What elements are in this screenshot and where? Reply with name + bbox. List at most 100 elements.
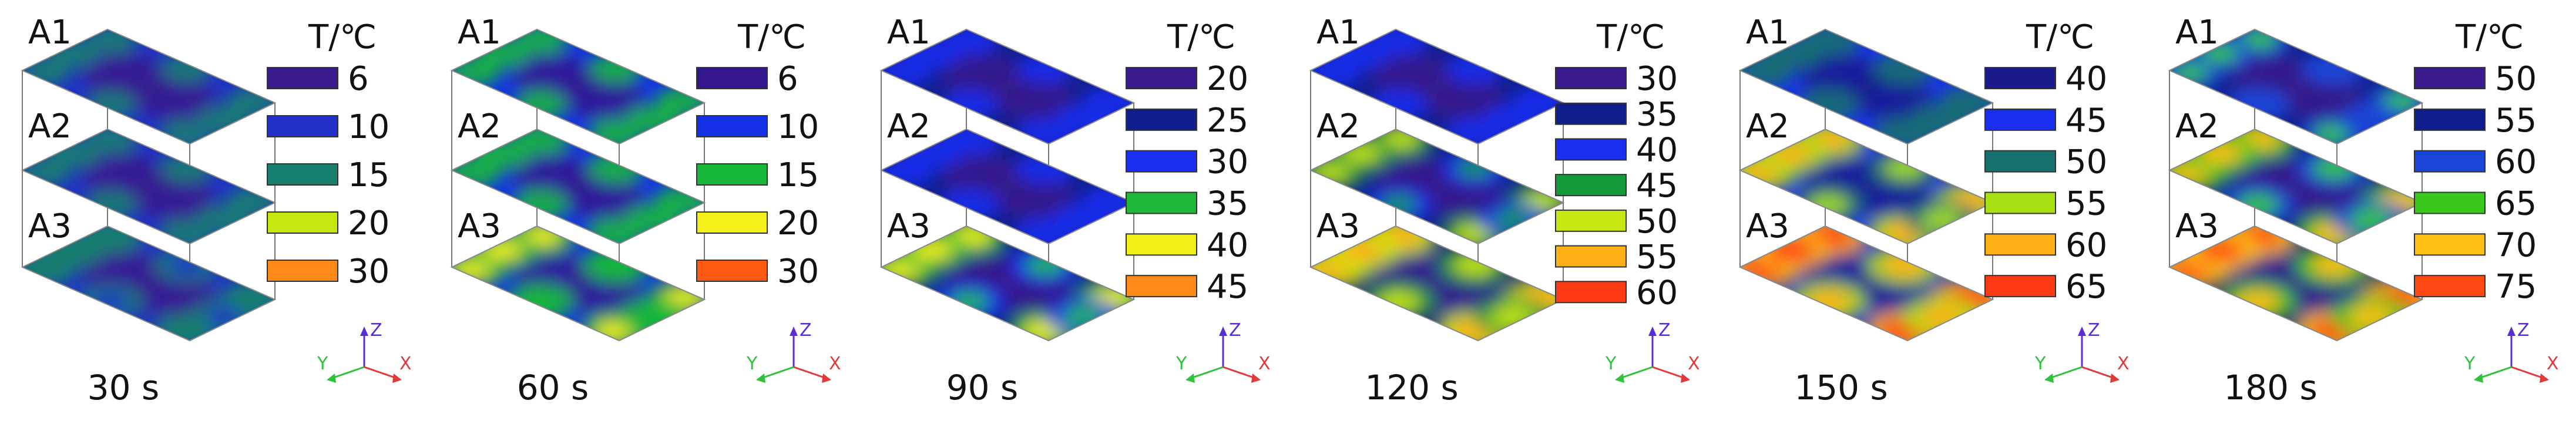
legend-swatch [1555, 281, 1627, 304]
panel-svg: A1 A2 A3 T/℃ 6 10 15 20 30 60 s ZX Y [450, 14, 841, 408]
legend-label: 30 [1636, 60, 1678, 98]
plate-outline [879, 225, 1136, 342]
layer-label-a2: A2 [1746, 107, 1789, 146]
legend-label: 50 [2495, 60, 2537, 98]
legend-title: T/℃ [308, 18, 377, 56]
axis-label-z: Z [1229, 320, 1241, 341]
legend-title: T/℃ [2026, 18, 2094, 56]
axis-label-y: Y [746, 354, 758, 374]
layer-label-a2: A2 [28, 107, 72, 146]
legend-label: 10 [348, 108, 389, 146]
legend-swatch [1126, 108, 1197, 131]
legend-swatch [696, 260, 768, 282]
legend-swatch [696, 211, 768, 234]
time-caption: 90 s [946, 368, 1018, 408]
legend-swatch [2414, 150, 2486, 173]
axis-label-x: X [1258, 354, 1271, 374]
legend-swatch [1555, 209, 1627, 232]
axis-label-x: X [1688, 354, 1700, 374]
axes-triad-icon: ZX Y [746, 320, 841, 383]
legend-label: 15 [348, 156, 389, 194]
legend-label: 45 [2065, 102, 2107, 140]
time-caption: 120 s [1365, 368, 1458, 408]
legend-swatch [696, 115, 768, 137]
plate-outline [1738, 128, 1994, 245]
heatmap-layer-a2 [881, 129, 1134, 244]
axes-triad-icon: ZX Y [2464, 320, 2559, 383]
layer-label-a2: A2 [887, 107, 931, 146]
legend-label: 25 [1207, 102, 1248, 140]
legend-label: 40 [2065, 60, 2107, 98]
axis-label-z: Z [2517, 320, 2530, 341]
legend-swatch [1984, 150, 2056, 173]
layer-label-a1: A1 [887, 14, 931, 52]
layer-label-a3: A3 [1316, 207, 1360, 245]
layer-label-a2: A2 [1316, 107, 1360, 146]
layer-label-a3: A3 [28, 207, 72, 245]
legend-swatch [1126, 150, 1197, 173]
layer-label-a1: A1 [2175, 14, 2219, 52]
plate-outline [2168, 128, 2424, 245]
legend-label: 30 [777, 253, 819, 291]
legend-label: 6 [777, 60, 798, 98]
time-caption: 60 s [517, 368, 589, 408]
plate-outline [21, 28, 277, 145]
layer-label-a3: A3 [887, 207, 931, 245]
layer-label-a3: A3 [458, 207, 501, 245]
legend-label: 35 [1207, 185, 1248, 223]
legend-swatch [1984, 67, 2056, 89]
layer-label-a1: A1 [28, 14, 72, 52]
layer-label-a2: A2 [458, 107, 501, 146]
legend-label: 55 [2495, 102, 2537, 140]
panel-svg: A1 A2 A3 T/℃ 6 10 15 20 30 30 s ZX Y [21, 14, 412, 408]
legend-swatch [1984, 108, 2056, 131]
plate-outline [450, 128, 706, 245]
plate-outline [1738, 28, 1994, 145]
legend-label: 55 [1636, 238, 1678, 277]
layer-label-a3: A3 [2175, 207, 2219, 245]
legend-label: 30 [1207, 143, 1248, 181]
legend-swatch [1126, 233, 1197, 256]
legend-swatch [1126, 67, 1197, 89]
axis-label-z: Z [370, 320, 382, 341]
legend-title: T/℃ [1596, 18, 1665, 56]
legend-label: 15 [777, 156, 819, 194]
legend-label: 20 [777, 204, 819, 243]
layer-label-a1: A1 [1316, 14, 1360, 52]
legend-label: 65 [2065, 268, 2107, 306]
heatmap-layer-a1 [2169, 29, 2422, 144]
legend-label: 55 [2065, 185, 2107, 223]
plate-outline [450, 28, 706, 145]
axes-triad-icon: ZX Y [317, 320, 412, 383]
legend-swatch [2414, 108, 2486, 131]
time-caption: 180 s [2224, 368, 2317, 408]
legend-label: 65 [2495, 185, 2537, 223]
axis-label-y: Y [2464, 354, 2476, 374]
heatmap-layer-a1 [22, 29, 275, 144]
legend-label: 50 [1636, 203, 1678, 241]
layer-label-a2: A2 [2175, 107, 2219, 146]
legend-title: T/℃ [2455, 18, 2524, 56]
legend-label: 70 [2495, 226, 2537, 264]
layer-label-a3: A3 [1746, 207, 1789, 245]
plate-outline [1309, 128, 1565, 245]
plate-outline [21, 225, 277, 342]
axis-label-x: X [829, 354, 841, 374]
legend-label: 45 [1636, 167, 1678, 205]
legend-label: 60 [2495, 143, 2537, 181]
axis-label-z: Z [1658, 320, 1671, 341]
axis-label-x: X [2117, 354, 2130, 374]
legend-swatch [267, 115, 338, 137]
plate-outline [21, 128, 277, 245]
legend-swatch [1126, 191, 1197, 214]
axis-label-z: Z [800, 320, 812, 341]
legend-label: 60 [2065, 226, 2107, 264]
legend-swatch [267, 163, 338, 186]
plate-outline [1309, 225, 1565, 342]
